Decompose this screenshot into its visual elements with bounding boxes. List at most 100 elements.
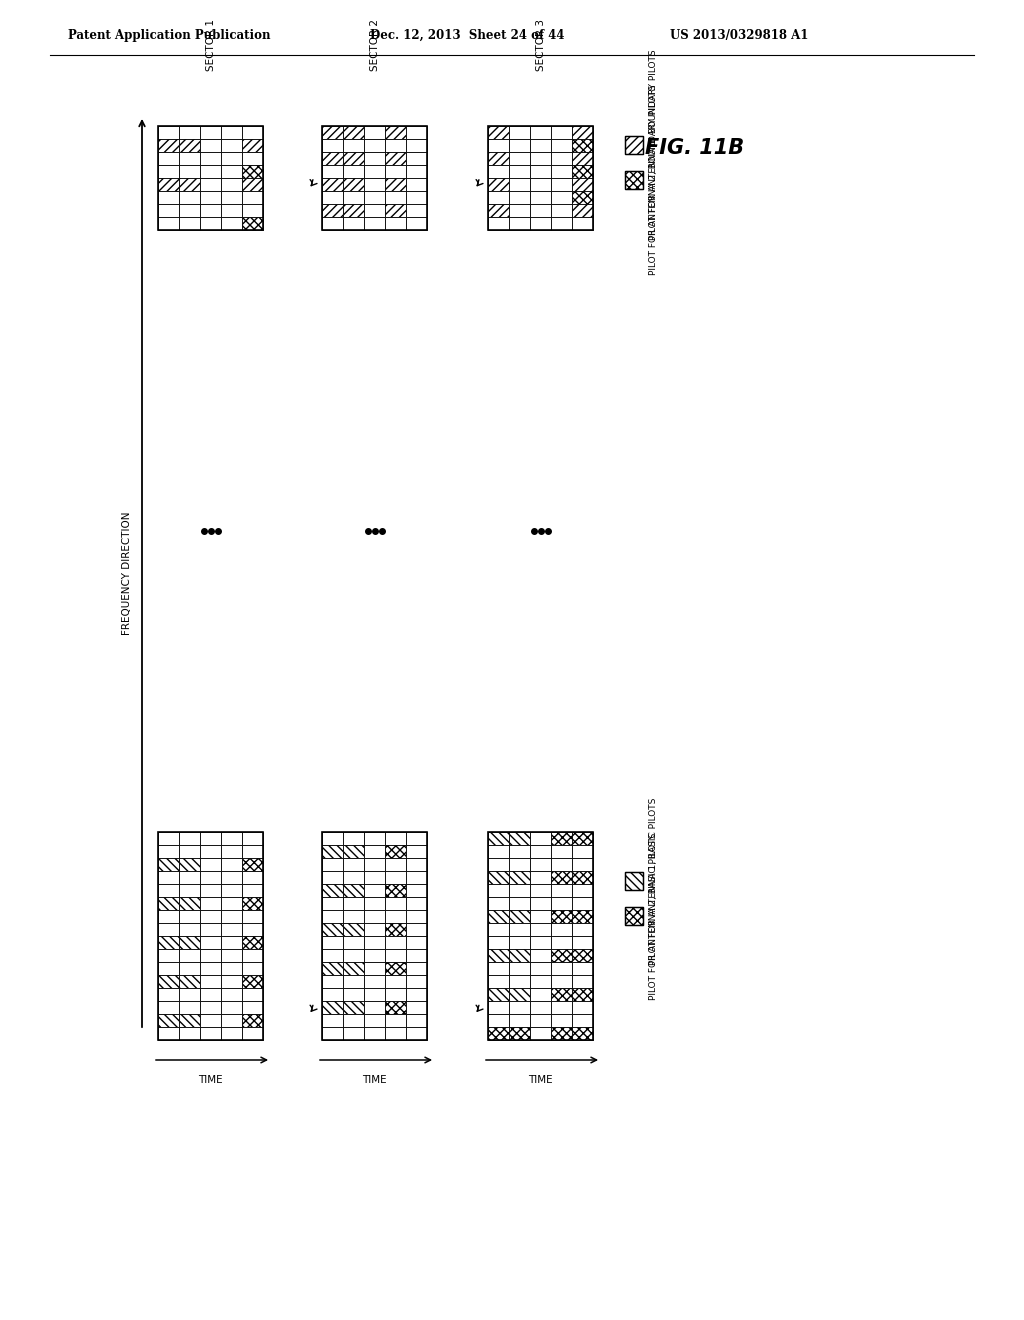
Bar [509,165,530,178]
Text: Dec. 12, 2013  Sheet 24 of 44: Dec. 12, 2013 Sheet 24 of 44 [370,29,564,41]
Bar [322,832,343,845]
Bar [551,832,572,845]
Bar [158,178,179,191]
Text: PILOT FOR ANTENNA 2, BOUNDARY PILOTS: PILOT FOR ANTENNA 2, BOUNDARY PILOTS [649,84,658,276]
Bar [242,1027,263,1040]
Bar [179,898,200,909]
Bar [488,1014,509,1027]
Bar [158,987,179,1001]
Bar [385,936,406,949]
Bar [406,858,427,871]
Bar [488,858,509,871]
Bar [530,152,551,165]
Bar [221,205,242,216]
Bar [343,1027,364,1040]
Bar [322,858,343,871]
Bar [343,923,364,936]
Bar [530,962,551,975]
Text: SECTOR 3: SECTOR 3 [536,18,546,71]
Bar [322,987,343,1001]
Bar [200,832,221,845]
Bar [364,125,385,139]
Bar [200,975,221,987]
Bar [509,871,530,884]
Bar [322,1014,343,1027]
Bar [200,845,221,858]
Text: PILOT FOR ANTENNA 1, BOUNDARY PILOTS: PILOT FOR ANTENNA 1, BOUNDARY PILOTS [649,50,658,240]
Bar [200,1001,221,1014]
Bar [343,936,364,949]
Bar [406,898,427,909]
Bar [158,125,263,230]
Bar [406,949,427,962]
Bar [385,871,406,884]
Bar [179,936,200,949]
Bar [385,884,406,898]
Bar [364,923,385,936]
Bar [322,139,343,152]
Bar [221,923,242,936]
Bar [509,832,530,845]
Bar [551,1001,572,1014]
Bar [406,216,427,230]
Bar [179,858,200,871]
Bar [322,871,343,884]
Bar [221,1027,242,1040]
Bar [200,884,221,898]
Bar [364,845,385,858]
Bar [385,845,406,858]
Bar [322,1001,343,1014]
Bar [364,1014,385,1027]
Bar [343,165,364,178]
Bar [572,987,593,1001]
Bar [158,898,179,909]
Bar [322,975,343,987]
Bar [406,975,427,987]
Bar [509,139,530,152]
Bar [364,191,385,205]
Bar [509,987,530,1001]
Bar [200,178,221,191]
Bar [242,125,263,139]
Bar [322,125,427,230]
Bar [242,923,263,936]
Bar [364,909,385,923]
Bar [509,845,530,858]
Text: PILOT FOR ANTENNA 2, BASIC PILOTS: PILOT FOR ANTENNA 2, BASIC PILOTS [649,833,658,999]
Bar [158,165,179,178]
Bar [488,898,509,909]
Bar [530,178,551,191]
Bar [158,949,179,962]
Bar [509,949,530,962]
Bar [406,178,427,191]
Bar [322,178,343,191]
Bar [364,962,385,975]
Bar [200,949,221,962]
Bar [530,1027,551,1040]
Bar [158,962,179,975]
Bar [551,165,572,178]
Bar [530,949,551,962]
Bar [364,975,385,987]
Bar [385,858,406,871]
Bar [200,936,221,949]
Bar [509,975,530,987]
Bar [221,884,242,898]
Bar [179,949,200,962]
Bar [200,858,221,871]
Bar [385,178,406,191]
Bar [385,909,406,923]
Bar [200,1014,221,1027]
Bar [509,178,530,191]
Bar [572,884,593,898]
Bar [158,1001,179,1014]
Bar [364,949,385,962]
Bar [343,125,364,139]
Bar [572,165,593,178]
Bar [509,205,530,216]
Bar [322,949,343,962]
Bar [488,845,509,858]
Bar [551,152,572,165]
Bar [530,923,551,936]
Bar [221,139,242,152]
